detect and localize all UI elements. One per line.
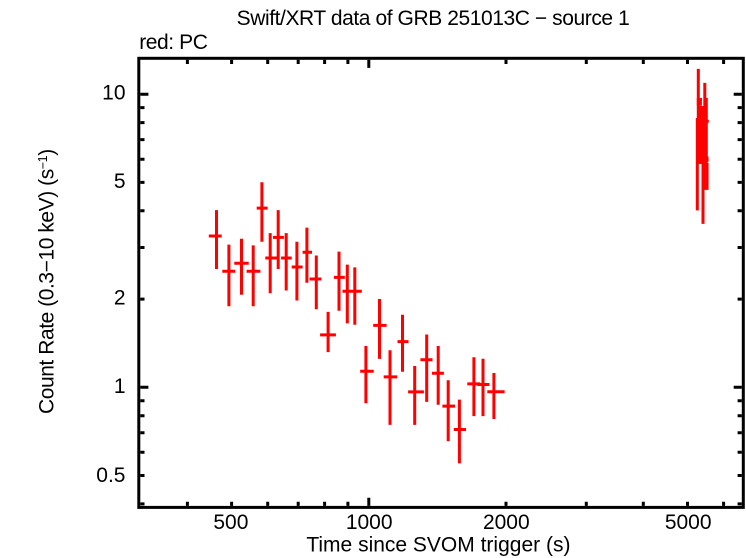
svg-text:Time since SVOM trigger (s): Time since SVOM trigger (s) [306, 534, 570, 557]
svg-text:5000: 5000 [665, 511, 712, 534]
svg-text:10: 10 [102, 82, 125, 105]
svg-text:red: PC: red: PC [139, 31, 208, 54]
svg-text:Swift/XRT data of GRB 251013C: Swift/XRT data of GRB 251013C − source 1 [237, 7, 630, 30]
svg-text:1000: 1000 [346, 511, 393, 534]
svg-text:1: 1 [114, 375, 126, 398]
svg-text:2: 2 [114, 287, 126, 310]
svg-text:0.5: 0.5 [96, 464, 125, 487]
svg-text:5: 5 [114, 170, 126, 193]
svg-text:Count Rate (0.3−10 keV) (s−1): Count Rate (0.3−10 keV) (s−1) [36, 149, 59, 414]
svg-text:2000: 2000 [483, 511, 530, 534]
svg-text:500: 500 [213, 511, 248, 534]
